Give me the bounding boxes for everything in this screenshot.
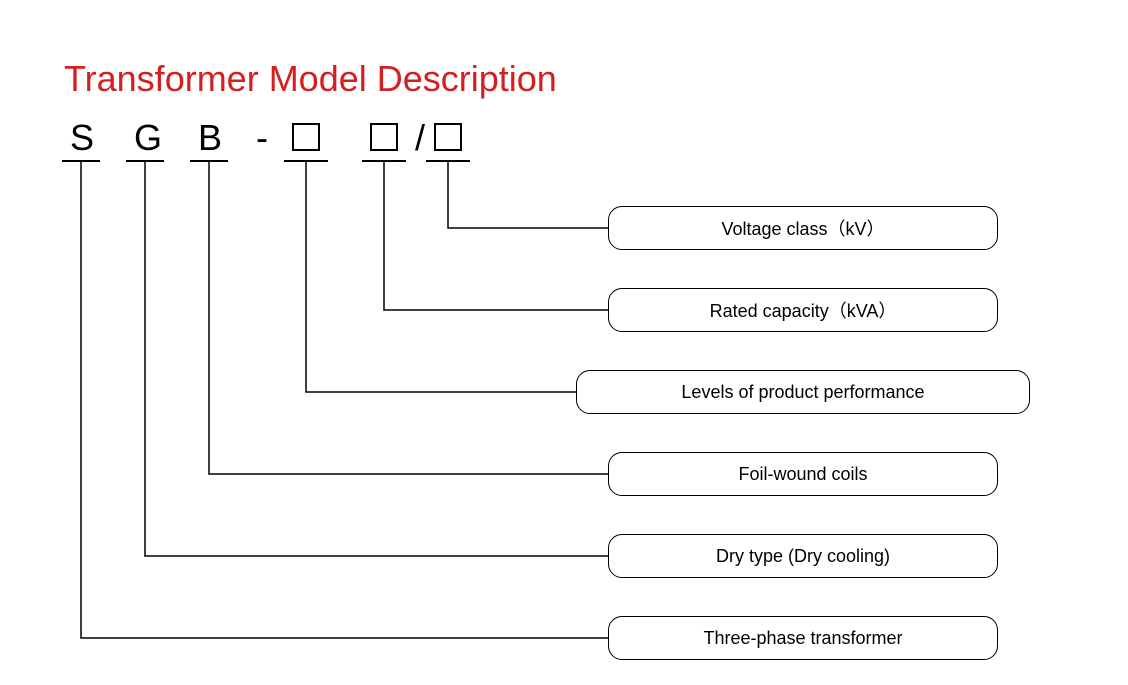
description-label-1: Rated capacity（kVA） bbox=[710, 297, 897, 323]
description-box-3: Foil-wound coils bbox=[608, 452, 998, 496]
connector-path-2 bbox=[306, 162, 576, 392]
code-char-dash: - bbox=[250, 117, 274, 159]
underline-box1 bbox=[284, 160, 328, 162]
connector-path-5 bbox=[81, 162, 608, 638]
underline-S bbox=[62, 160, 100, 162]
code-char-G: G bbox=[134, 117, 158, 159]
code-placeholder-box2 bbox=[370, 123, 398, 151]
underline-box2 bbox=[362, 160, 406, 162]
connector-path-3 bbox=[209, 162, 608, 474]
page-title: Transformer Model Description bbox=[64, 58, 557, 100]
description-label-2: Levels of product performance bbox=[681, 382, 924, 403]
connector-lines bbox=[0, 0, 1128, 685]
description-label-4: Dry type (Dry cooling) bbox=[716, 546, 890, 567]
connector-path-4 bbox=[145, 162, 608, 556]
code-char-S: S bbox=[70, 117, 94, 159]
code-placeholder-box1 bbox=[292, 123, 320, 151]
description-box-4: Dry type (Dry cooling) bbox=[608, 534, 998, 578]
description-label-5: Three-phase transformer bbox=[703, 628, 902, 649]
code-placeholder-box3 bbox=[434, 123, 462, 151]
underline-B bbox=[190, 160, 228, 162]
underline-box3 bbox=[426, 160, 470, 162]
description-box-2: Levels of product performance bbox=[576, 370, 1030, 414]
description-label-0: Voltage class（kV） bbox=[721, 215, 884, 241]
description-box-1: Rated capacity（kVA） bbox=[608, 288, 998, 332]
diagram-stage: Transformer Model Description SGB- / Voltag… bbox=[0, 0, 1128, 685]
code-char-slash: / bbox=[408, 117, 432, 159]
description-box-0: Voltage class（kV） bbox=[608, 206, 998, 250]
description-label-3: Foil-wound coils bbox=[738, 464, 867, 485]
underline-G bbox=[126, 160, 164, 162]
connector-path-1 bbox=[384, 162, 608, 310]
connector-path-0 bbox=[448, 162, 608, 228]
description-box-5: Three-phase transformer bbox=[608, 616, 998, 660]
code-char-B: B bbox=[198, 117, 222, 159]
